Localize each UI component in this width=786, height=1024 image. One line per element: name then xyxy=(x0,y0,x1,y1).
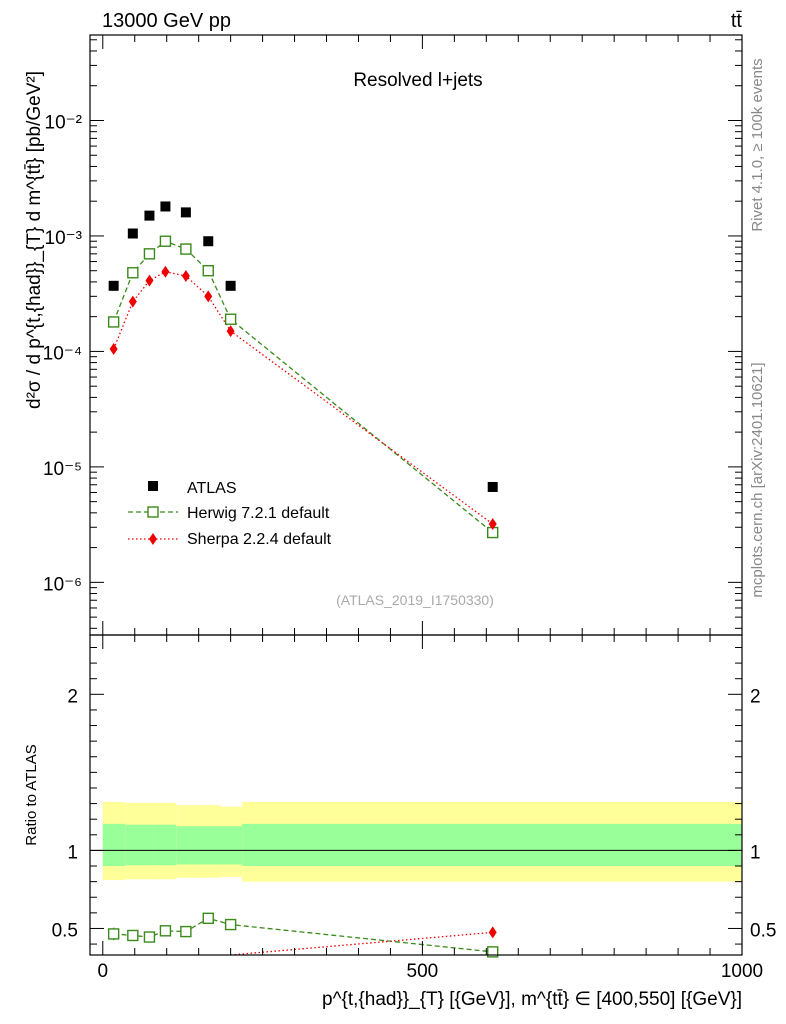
herwig-point xyxy=(180,243,192,255)
sherpa-point xyxy=(181,269,190,282)
energy-label: 13000 GeV pp xyxy=(102,10,231,32)
ratio-y-tick-label: 1 xyxy=(67,842,78,863)
legend-sherpa-marker xyxy=(149,533,157,545)
uncertainty-band-inner xyxy=(242,823,742,867)
ratio-axes: 0 500 1000 0.5 0.5 1 1 2 2 xyxy=(52,635,776,982)
ratio-herwig-point xyxy=(487,946,499,958)
main-panel: 10⁻⁶ 10⁻⁵ 10⁻⁴ 10⁻³ 10⁻² Resolved l+jets (AT… xyxy=(24,34,743,636)
herwig-point xyxy=(159,235,172,247)
sherpa-point xyxy=(128,295,137,308)
sherpa-line xyxy=(113,271,494,525)
ratio-sherpa-line xyxy=(230,931,493,956)
ratio-herwig-point xyxy=(107,928,120,940)
legend-atlas-marker xyxy=(148,481,158,491)
ratio-data-layer xyxy=(107,912,499,958)
ratio-y-tick-label: 0.5 xyxy=(52,920,78,941)
source-label: mcplots.cern.ch [arXiv:2401.10621] xyxy=(749,362,766,597)
sherpa-point xyxy=(226,325,235,338)
uncertainty-band-inner xyxy=(125,824,154,866)
herwig-line xyxy=(113,240,494,534)
atlas-point xyxy=(203,236,214,247)
ratio-panel: 0 500 1000 0.5 0.5 1 1 2 2 Ratio to ATLAS p^{t,{… xyxy=(23,634,776,1010)
rivet-label: Rivet 4.1.0, ≥ 100k events xyxy=(749,58,766,231)
plot-title: Resolved l+jets xyxy=(353,70,482,91)
main-y-axis-label: d²σ / d p^{t,{had}}_{T} d m^{tt̄} [pb/Ge… xyxy=(24,71,45,409)
sherpa-point xyxy=(488,518,497,531)
ratio-herwig-point xyxy=(180,925,192,938)
x-axis-label: p^{t,{had}}_{T} [{GeV}], m^{tt̄} ∈ [400,… xyxy=(322,989,742,1010)
legend-herwig-marker xyxy=(147,506,159,518)
herwig-point xyxy=(127,267,139,279)
atlas-point xyxy=(180,207,191,218)
ratio-y-axis-label: Ratio to ATLAS xyxy=(23,744,40,845)
ratio-band xyxy=(90,802,742,882)
y-tick-label: 10⁻⁴ xyxy=(43,343,82,364)
atlas-point xyxy=(487,481,498,492)
herwig-point xyxy=(107,316,120,328)
uncertainty-band-inner xyxy=(221,826,243,865)
y-tick-label: 10⁻⁵ xyxy=(43,459,82,480)
atlas-point xyxy=(160,201,171,212)
legend-herwig-label: Herwig 7.2.1 default xyxy=(187,505,330,522)
sherpa-point xyxy=(161,265,170,278)
x-tick-label: 1000 xyxy=(721,961,763,982)
atlas-point xyxy=(225,280,236,291)
atlas-point xyxy=(144,210,155,221)
y-tick-label: 10⁻³ xyxy=(45,228,83,249)
ratio-plot-frame xyxy=(89,634,743,956)
ratio-y-tick-label-right: 0.5 xyxy=(750,920,776,941)
sherpa-point xyxy=(204,290,213,303)
uncertainty-band-inner xyxy=(176,826,196,865)
legend: ATLAS Herwig 7.2.1 default Sherpa 2.2.4 de… xyxy=(128,480,332,548)
ratio-herwig-point xyxy=(224,918,237,931)
herwig-point xyxy=(143,248,156,260)
legend-sherpa-label: Sherpa 2.2.4 default xyxy=(187,531,332,548)
uncertainty-band-inner xyxy=(195,826,222,865)
ratio-herwig-point xyxy=(159,925,172,937)
sherpa-point xyxy=(145,274,154,287)
ratio-y-tick-label-right: 2 xyxy=(750,686,761,707)
main-axes: 10⁻⁶ 10⁻⁵ 10⁻⁴ 10⁻³ 10⁻² xyxy=(43,35,743,635)
ratio-herwig-point xyxy=(127,929,139,942)
analysis-label: (ATLAS_2019_I1750330) xyxy=(336,592,494,608)
y-tick-label: 10⁻⁶ xyxy=(43,574,82,595)
ratio-herwig-point xyxy=(202,912,214,925)
main-data-layer xyxy=(107,201,499,539)
sherpa-point xyxy=(109,342,118,355)
ratio-y-tick-label-right: 1 xyxy=(750,842,761,863)
ratio-herwig-point xyxy=(143,931,156,943)
herwig-point xyxy=(224,313,237,325)
herwig-point xyxy=(202,265,214,277)
atlas-point xyxy=(127,228,138,239)
atlas-point xyxy=(108,280,119,291)
uncertainty-band-inner xyxy=(102,823,126,867)
y-tick-label: 10⁻² xyxy=(45,112,83,133)
x-tick-label: 500 xyxy=(407,961,439,982)
x-tick-label: 0 xyxy=(97,961,108,982)
uncertainty-band-inner xyxy=(153,824,177,866)
legend-atlas-label: ATLAS xyxy=(187,480,237,497)
ratio-sherpa-point xyxy=(488,926,497,939)
process-label: tt̄ xyxy=(731,10,743,32)
ratio-y-tick-label: 2 xyxy=(67,686,78,707)
